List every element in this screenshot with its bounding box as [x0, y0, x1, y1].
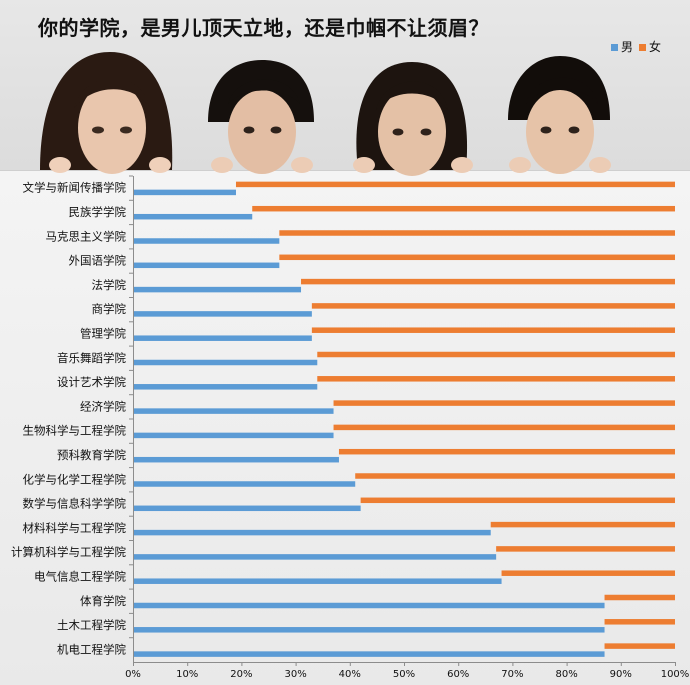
bar-female: [355, 473, 675, 479]
category-label: 机电工程学院: [57, 642, 126, 656]
bar-female: [338, 448, 675, 455]
bar-male: [134, 578, 502, 584]
bar-male: [134, 238, 280, 244]
chart-title: 你的学院，是男儿顶天立地，还是巾帼不让须眉？: [38, 16, 489, 40]
category-label: 管理学院: [80, 326, 126, 340]
category-label: 商学院: [92, 302, 127, 316]
person-silhouette: [40, 52, 173, 174]
bar-female: [604, 619, 675, 625]
bar-male: [134, 335, 312, 341]
legend: 男女: [611, 38, 667, 55]
bar-female: [235, 181, 676, 188]
category-label: 马克思主义学院: [46, 229, 127, 243]
person-silhouette: [353, 62, 473, 176]
bar-male: [134, 262, 280, 269]
legend-label-male: 男: [621, 40, 634, 54]
bar-male: [134, 384, 318, 390]
category-label: 生物科学与工程学院: [23, 424, 127, 438]
x-tick-label: 60%: [447, 669, 469, 680]
x-tick-label: 50%: [393, 669, 415, 680]
bar-male: [134, 481, 356, 487]
category-label: 材料科学与工程学院: [23, 521, 127, 535]
bar-female: [333, 400, 675, 406]
bar-male: [134, 602, 605, 609]
category-label: 民族学学院: [69, 205, 127, 219]
bar-female: [317, 351, 675, 358]
bar-female: [333, 424, 675, 431]
x-tick-label: 0%: [125, 669, 141, 680]
bar-male: [134, 529, 491, 536]
category-label: 数学与信息科学学院: [23, 497, 127, 511]
bar-female: [496, 546, 675, 552]
bar-female: [311, 327, 675, 333]
bar-female: [360, 497, 675, 504]
bar-male: [134, 311, 312, 317]
bar-male: [134, 213, 253, 220]
person-silhouette: [208, 60, 314, 174]
bar-male: [134, 189, 236, 196]
bar-female: [490, 521, 675, 528]
x-tick-label: 40%: [339, 669, 361, 680]
bar-female: [301, 278, 675, 285]
category-label: 设计艺术学院: [57, 375, 126, 389]
bar-male: [134, 651, 605, 657]
bar-female: [279, 230, 675, 236]
bar-female: [279, 254, 675, 261]
x-tick-label: 100%: [661, 669, 690, 680]
bar-female: [311, 303, 675, 309]
bar-male: [134, 432, 334, 439]
bar-male: [134, 456, 339, 463]
x-tick-label: 80%: [555, 669, 577, 680]
bar-female: [252, 205, 676, 212]
bar-male: [134, 408, 334, 414]
x-tick-label: 10%: [176, 669, 198, 680]
legend-label-female: 女: [649, 40, 662, 54]
bar-male: [134, 627, 605, 633]
category-label: 经济学院: [80, 399, 126, 413]
bar-male: [134, 505, 361, 512]
bar-female: [317, 376, 675, 382]
category-label: 化学与化学工程学院: [23, 472, 127, 486]
category-label: 预科教育学院: [57, 448, 126, 462]
category-label: 土木工程学院: [57, 618, 126, 632]
category-label: 电气信息工程学院: [34, 569, 126, 583]
bar-female: [604, 594, 675, 601]
category-label: 法学院: [92, 278, 127, 292]
bar-male: [134, 554, 497, 560]
person-silhouette: [508, 56, 611, 174]
legend-item-male: 男: [611, 38, 633, 55]
legend-swatch-male: [611, 44, 618, 51]
x-tick-label: 70%: [501, 669, 523, 680]
category-label: 体育学院: [80, 594, 126, 608]
legend-swatch-female: [639, 44, 647, 51]
bar-male: [134, 286, 302, 293]
category-label: 计算机科学与工程学院: [11, 545, 126, 559]
x-tick-label: 90%: [610, 669, 632, 680]
category-label: 音乐舞蹈学院: [57, 351, 126, 365]
category-label: 外国语学院: [69, 254, 127, 268]
category-label: 文学与新闻传播学院: [23, 181, 127, 195]
legend-item-female: 女: [639, 38, 661, 55]
bar-female: [501, 570, 675, 576]
bar-male: [134, 359, 318, 366]
bar-female: [604, 643, 675, 649]
x-tick-label: 20%: [230, 669, 252, 680]
x-tick-label: 30%: [284, 669, 306, 680]
